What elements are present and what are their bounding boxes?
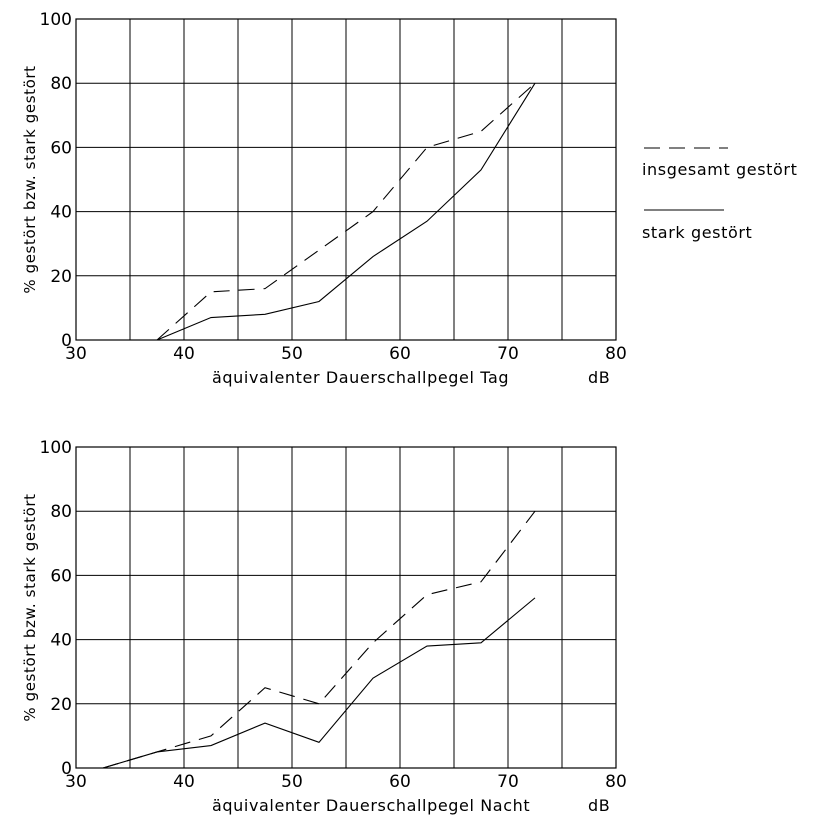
plot-frame-tag bbox=[75, 18, 617, 341]
series-tag bbox=[156, 82, 536, 341]
gridlines-tag bbox=[76, 19, 616, 340]
y-tick-label: 40 bbox=[50, 203, 72, 223]
y-tick-label: 40 bbox=[50, 631, 72, 651]
y-tick-label: 0 bbox=[61, 759, 72, 779]
y-tick-label: 20 bbox=[50, 267, 72, 287]
series-line-stark bbox=[102, 597, 536, 769]
chart-nacht: 30 40 50 60 70 80 0 20 40 60 80 100 äquivalenter Da… bbox=[21, 438, 627, 815]
x-tick-label: 60 bbox=[389, 344, 411, 364]
series-line-stark bbox=[156, 82, 536, 341]
x-axis-unit-nacht: dB bbox=[588, 796, 610, 815]
chart-tag: 30 40 50 60 70 80 0 20 40 60 80 100 äquivalenter Da… bbox=[21, 10, 627, 387]
x-tick-label: 30 bbox=[65, 772, 87, 792]
y-axis-label-nacht: % gestört bzw. stark gestört bbox=[21, 493, 39, 721]
y-tick-label: 100 bbox=[40, 10, 72, 30]
x-tick-label: 50 bbox=[281, 772, 303, 792]
x-tick-label: 40 bbox=[173, 772, 195, 792]
y-tick-label: 100 bbox=[40, 438, 72, 458]
x-tick-label: 70 bbox=[497, 344, 519, 364]
y-axis-label-tag: % gestört bzw. stark gestört bbox=[21, 65, 39, 293]
y-tick-label: 60 bbox=[50, 138, 72, 158]
y-tick-label: 60 bbox=[50, 566, 72, 586]
x-tick-label: 40 bbox=[173, 344, 195, 364]
gridlines-nacht bbox=[76, 447, 616, 768]
y-tick-label: 80 bbox=[50, 74, 72, 94]
legend-label-stark: stark gestört bbox=[642, 223, 752, 242]
series-line-insgesamt bbox=[156, 82, 536, 341]
x-axis-label-nacht: äquivalenter Dauerschallpegel Nacht bbox=[212, 796, 530, 815]
plot-frame-nacht bbox=[75, 446, 617, 769]
y-tick-label: 80 bbox=[50, 502, 72, 522]
tick-labels-nacht: 30 40 50 60 70 80 0 20 40 60 80 100 bbox=[40, 438, 627, 792]
x-tick-label: 50 bbox=[281, 344, 303, 364]
tick-labels-tag: 30 40 50 60 70 80 0 20 40 60 80 100 bbox=[40, 10, 627, 364]
legend: insgesamt gestört stark gestört bbox=[642, 147, 797, 242]
x-tick-label: 70 bbox=[497, 772, 519, 792]
x-tick-label: 60 bbox=[389, 772, 411, 792]
x-tick-label: 30 bbox=[65, 344, 87, 364]
x-tick-label: 80 bbox=[605, 344, 627, 364]
y-tick-label: 0 bbox=[61, 331, 72, 351]
x-axis-label-tag: äquivalenter Dauerschallpegel Tag bbox=[212, 368, 509, 387]
series-nacht bbox=[102, 510, 536, 769]
legend-label-insgesamt: insgesamt gestört bbox=[642, 160, 797, 179]
y-tick-label: 20 bbox=[50, 695, 72, 715]
series-line-insgesamt bbox=[102, 510, 536, 769]
x-tick-label: 80 bbox=[605, 772, 627, 792]
x-axis-unit-tag: dB bbox=[588, 368, 610, 387]
